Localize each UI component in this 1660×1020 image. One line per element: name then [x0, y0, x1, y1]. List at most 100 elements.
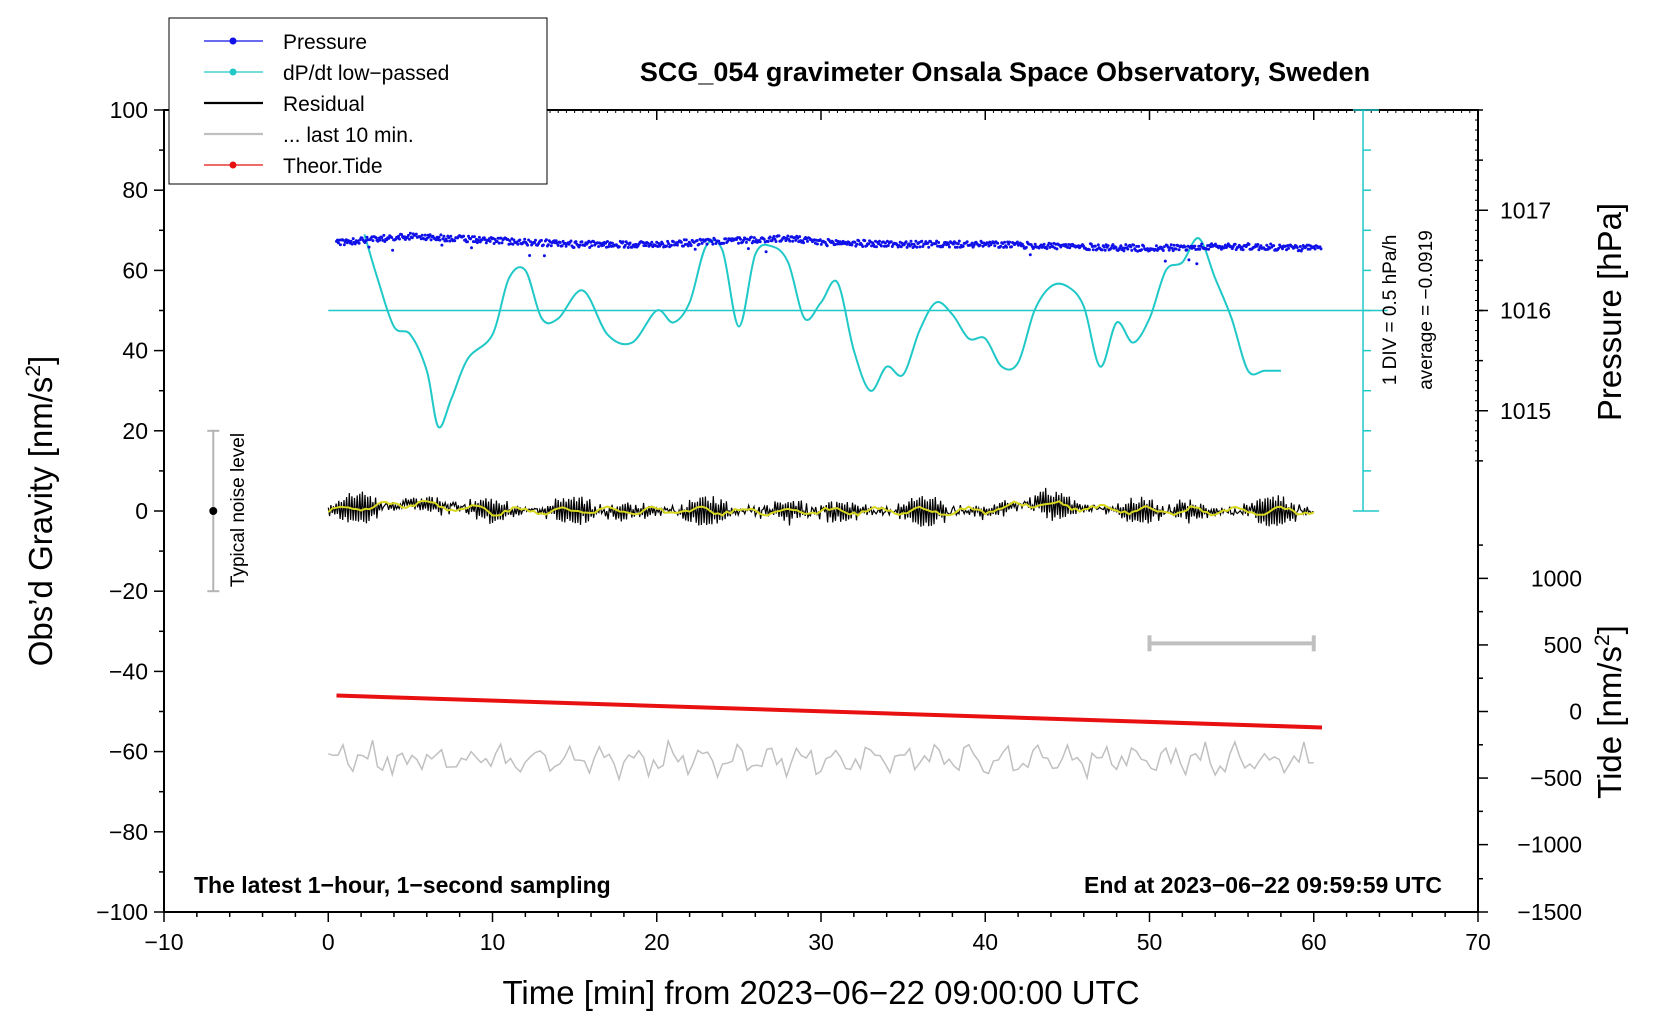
pressure-point — [539, 238, 543, 242]
pressure-axis-label: Pressure [hPa] — [1591, 203, 1628, 421]
legend-label: Pressure — [283, 31, 367, 54]
pressure-point — [1114, 246, 1118, 249]
pressure-point — [1298, 245, 1302, 248]
pressure-point — [644, 244, 648, 248]
pressure-point — [604, 241, 607, 245]
pressure-point — [549, 244, 553, 248]
pressure-point — [1163, 259, 1167, 263]
pressure-tick-label: 1017 — [1500, 197, 1551, 223]
pressure-point — [1183, 245, 1187, 249]
pressure-point — [970, 241, 974, 245]
pressure-point — [445, 239, 449, 243]
pressure-point — [529, 240, 533, 244]
y-tick-label: −40 — [109, 658, 148, 684]
last-10-min-line — [328, 738, 1314, 782]
pressure-point — [1287, 246, 1290, 250]
pressure-point — [883, 241, 887, 245]
pressure-point — [414, 232, 418, 236]
pressure-point — [850, 243, 854, 247]
pressure-point — [1091, 248, 1095, 252]
pressure-point — [572, 246, 576, 249]
pressure-point — [737, 241, 740, 245]
pressure-point — [999, 244, 1003, 248]
pressure-point — [695, 239, 699, 242]
tide-axis-label-close: ] — [1591, 625, 1628, 634]
pressure-point — [1214, 242, 1217, 246]
residual-line — [327, 487, 1314, 527]
pressure-point — [996, 241, 1000, 245]
pressure-point — [667, 242, 671, 246]
pressure-point — [1087, 248, 1091, 252]
pressure-point — [406, 233, 410, 237]
pressure-point — [1142, 244, 1146, 248]
pressure-point — [1195, 262, 1199, 266]
pressure-point — [774, 240, 778, 243]
pressure-point — [825, 244, 829, 248]
pressure-point — [920, 239, 924, 243]
pressure-point — [397, 234, 400, 238]
pressure-point — [472, 235, 476, 239]
x-axis-label: Time [min] from 2023−06−22 09:00:00 UTC — [502, 974, 1139, 1011]
pressure-point — [387, 236, 391, 240]
pressure-point — [1122, 249, 1126, 253]
pressure-point — [1177, 248, 1181, 252]
x-tick-label: 10 — [480, 929, 506, 955]
pressure-point — [558, 241, 562, 244]
pressure-point — [1257, 248, 1261, 252]
pressure-point — [675, 243, 679, 247]
pressure-point — [1277, 246, 1281, 250]
pressure-point — [927, 245, 931, 249]
pressure-point — [955, 245, 959, 249]
pressure-point — [1055, 247, 1059, 251]
pressure-point — [607, 245, 610, 249]
pressure-point — [905, 245, 909, 249]
y-tick-label: −80 — [109, 819, 148, 845]
tide-tick-label: −1000 — [1517, 832, 1582, 858]
pressure-point — [689, 244, 693, 247]
pressure-point — [357, 241, 361, 245]
pressure-point — [1281, 247, 1284, 251]
pressure-point — [1193, 244, 1197, 248]
pressure-point — [766, 240, 770, 243]
pressure-point — [365, 235, 369, 239]
legend-marker — [229, 37, 237, 45]
pressure-point — [429, 238, 433, 242]
noise-bar-dot — [209, 507, 218, 515]
pressure-point — [554, 239, 558, 243]
pressure-point — [1185, 248, 1189, 252]
pressure-point — [791, 239, 795, 243]
pressure-point — [1174, 247, 1178, 251]
pressure-point — [574, 240, 578, 244]
pressure-point — [1109, 246, 1113, 250]
pressure-point — [942, 243, 945, 247]
pressure-point — [1170, 246, 1174, 250]
noise-level-label: Typical noise level — [228, 433, 249, 587]
pressure-point — [1313, 247, 1317, 251]
pressure-point — [440, 243, 444, 247]
pressure-point — [1169, 243, 1173, 247]
pressure-point — [764, 250, 768, 254]
pressure-point — [886, 244, 890, 247]
pressure-point — [1049, 242, 1053, 246]
pressure-point — [875, 245, 878, 249]
pressure-point — [693, 247, 697, 251]
pressure-point — [544, 238, 548, 242]
pressure-point — [772, 234, 776, 238]
pressure-point — [889, 240, 893, 244]
pressure-point — [1162, 245, 1166, 249]
pressure-point — [806, 239, 809, 243]
y-axis-label-main: Obs’d Gravity [nm/s — [22, 377, 59, 667]
pressure-point — [947, 242, 950, 246]
legend-box — [168, 17, 548, 185]
pressure-point — [423, 233, 427, 237]
pressure-point — [353, 242, 357, 246]
pressure-point — [378, 238, 382, 242]
pressure-point — [371, 239, 375, 243]
pressure-point — [523, 237, 527, 241]
pressure-point — [1119, 244, 1123, 248]
pressure-point — [788, 239, 792, 243]
pressure-point — [915, 245, 919, 249]
pressure-point — [1045, 247, 1049, 251]
legend-label: Theor.Tide — [283, 155, 383, 178]
